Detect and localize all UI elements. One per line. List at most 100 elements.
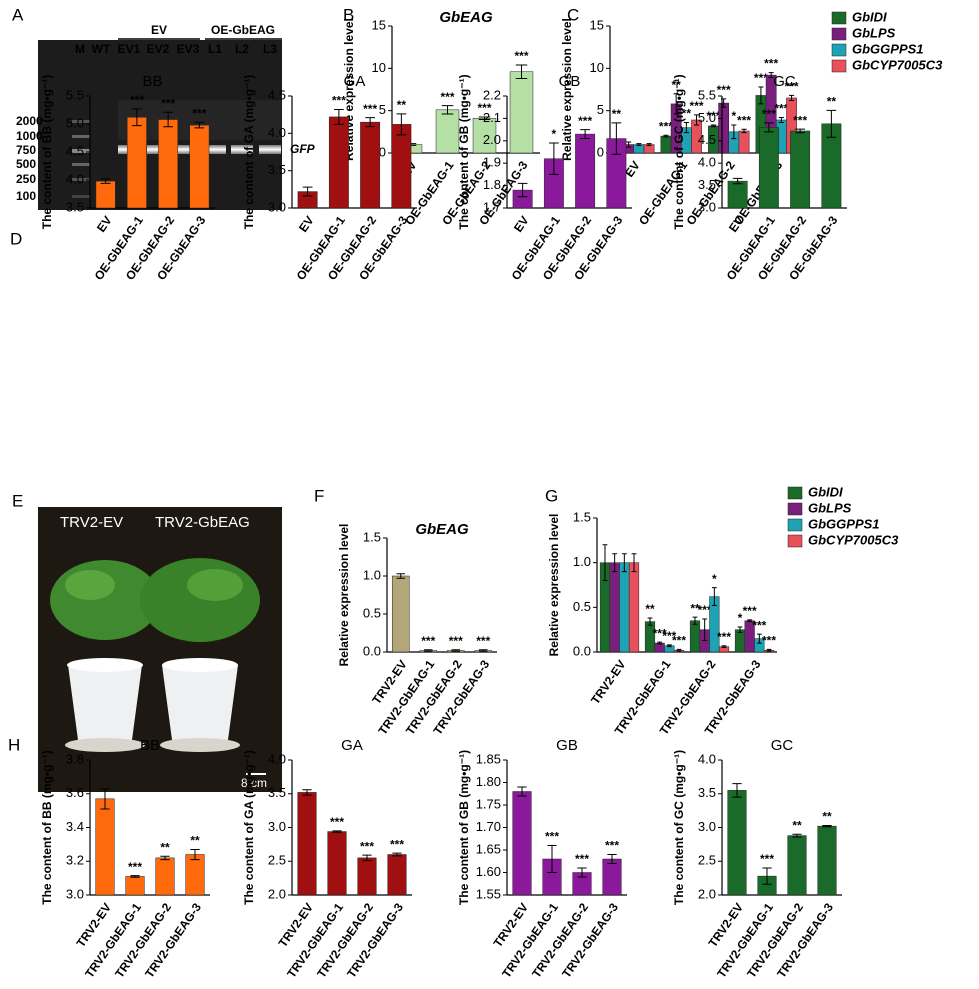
error-bar <box>647 617 653 626</box>
y-tick-label: 3.2 <box>66 853 84 868</box>
error-bar <box>365 117 375 128</box>
error-bar <box>663 134 669 138</box>
error-bar <box>302 186 313 197</box>
error-bar <box>762 867 772 885</box>
legend-swatch <box>831 27 847 41</box>
y-tick-label: 0.0 <box>573 643 591 658</box>
significance-label: ** <box>827 95 837 109</box>
significance-label: *** <box>774 102 788 116</box>
y-axis-label: The content of BB (mg•g⁻¹) <box>40 750 54 905</box>
bar <box>512 791 532 896</box>
y-tick-label: 1.75 <box>476 796 501 811</box>
pot-tray <box>160 738 240 752</box>
error-bar <box>612 553 618 573</box>
bar <box>158 119 179 209</box>
bar <box>357 857 377 896</box>
y-tick-label: 1.5 <box>573 509 591 524</box>
significance-label: *** <box>672 633 686 647</box>
error-bar <box>611 122 622 155</box>
gel-band <box>204 145 226 154</box>
x-tick-label: EV <box>296 214 317 235</box>
error-bar <box>577 867 587 878</box>
gel-group: OE-GbEAG <box>211 23 275 37</box>
bar <box>391 124 412 209</box>
bar <box>189 124 210 209</box>
gel-group: EV <box>151 23 167 37</box>
significance-label: *** <box>161 96 175 110</box>
error-bar <box>607 854 617 864</box>
error-bar <box>758 86 764 105</box>
significance-label: *** <box>330 815 344 829</box>
y-tick-label: 4.5 <box>698 132 716 147</box>
y-axis-label: The content of GA (mg•g⁻¹) <box>242 75 256 230</box>
significance-label: *** <box>752 618 766 632</box>
pot-rim <box>162 658 238 672</box>
error-bar <box>789 94 795 102</box>
significance-label: *** <box>659 119 673 133</box>
significance-label: *** <box>717 83 731 97</box>
marker-label: 500 <box>16 157 36 171</box>
error-bar <box>711 587 717 607</box>
chart-title: GbEAG <box>439 9 493 26</box>
significance-label: *** <box>130 93 144 107</box>
photo-label: TRV2-GbEAG <box>155 514 250 531</box>
significance-label: ** <box>397 98 407 112</box>
error-bar <box>549 142 559 175</box>
bar <box>660 135 672 154</box>
error-bar <box>683 122 689 134</box>
photo-label: TRV2-EV <box>60 514 123 531</box>
error-bar <box>673 93 679 115</box>
legend-swatch <box>787 534 803 548</box>
lane-label: WT <box>92 42 111 56</box>
significance-label: *** <box>477 101 491 115</box>
legend-label: GbCYP7005C3 <box>808 532 899 547</box>
significance-label: *** <box>605 839 619 853</box>
significance-label: *** <box>653 626 667 640</box>
error-bar <box>636 143 642 146</box>
lane-label: L2 <box>235 42 249 56</box>
error-bar <box>732 177 743 185</box>
error-bar <box>826 109 837 138</box>
error-bar <box>737 626 743 633</box>
error-bar <box>702 618 708 641</box>
marker-label: 1000 <box>16 129 43 143</box>
y-tick-label: 10 <box>590 60 604 75</box>
significance-label: *** <box>717 630 731 644</box>
legend-label: GbLPS <box>808 500 852 515</box>
bar <box>95 798 115 896</box>
x-tick-label: EV <box>94 214 115 235</box>
y-tick-label: 5 <box>379 102 386 117</box>
significance-label: *** <box>360 839 374 853</box>
significance-label: *** <box>754 71 768 85</box>
error-bar <box>478 649 488 652</box>
error-bar <box>163 111 173 128</box>
y-tick-label: 15 <box>372 17 386 32</box>
error-bar <box>132 108 142 127</box>
significance-label: *** <box>545 830 559 844</box>
error-bar <box>602 544 608 582</box>
y-tick-label: 3.0 <box>698 819 716 834</box>
error-bar <box>517 786 527 797</box>
marker-label: 100 <box>16 189 36 203</box>
legend-swatch <box>831 59 847 73</box>
y-tick-label: 4.0 <box>698 155 716 170</box>
y-tick-label: 0.5 <box>573 599 591 614</box>
bar <box>391 575 410 653</box>
error-bar <box>822 824 832 828</box>
gel: EV OE-GbEAG M WT EV1 EV2 EV3 L1 L2 L3 20… <box>16 23 316 210</box>
error-bar <box>631 553 637 573</box>
error-bar <box>766 648 772 652</box>
significance-label: * <box>732 109 737 123</box>
legend-swatch <box>831 11 847 25</box>
legend-swatch <box>787 518 803 532</box>
bar <box>790 130 811 209</box>
y-tick-label: 1.5 <box>363 529 381 544</box>
ladder-band <box>72 135 90 138</box>
x-tick-label: TRV2-EV <box>588 658 628 707</box>
significance-label: *** <box>662 629 676 643</box>
y-tick-label: 4.5 <box>268 87 286 102</box>
significance-label: ** <box>645 602 655 616</box>
panel-letter: F <box>314 486 324 505</box>
marker-label: 2000 <box>16 114 43 128</box>
